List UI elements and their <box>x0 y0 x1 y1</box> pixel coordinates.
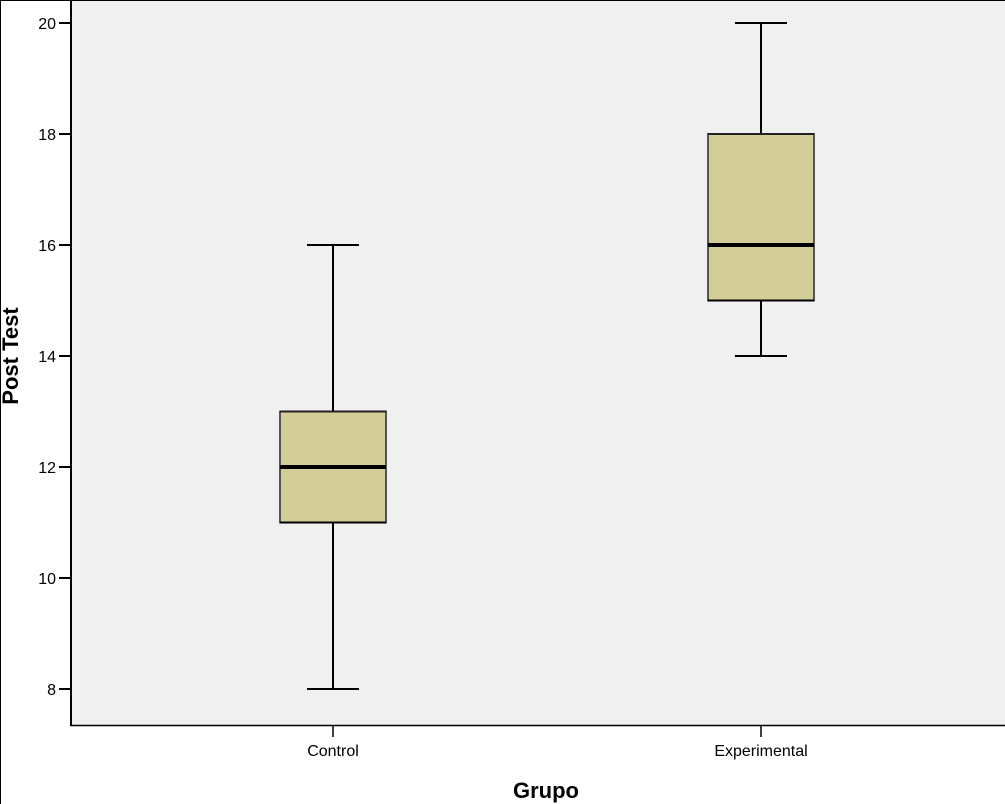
iqr-box <box>707 133 815 302</box>
x-axis-ticks: Control Experimental <box>307 726 808 760</box>
boxes <box>279 22 815 690</box>
x-tick-label-control: Control <box>307 743 359 760</box>
y-tick-label: 14 <box>38 349 56 366</box>
box-experimental <box>707 22 815 357</box>
plot-area <box>71 1 1005 725</box>
y-tick-label: 18 <box>38 127 56 144</box>
y-tick-label: 20 <box>38 16 56 33</box>
y-axis-ticks: 8 10 12 14 16 18 20 <box>38 16 71 699</box>
x-axis-title: Grupo <box>513 778 579 803</box>
x-tick-label-experimental: Experimental <box>714 743 807 760</box>
y-tick-label: 12 <box>38 460 56 477</box>
y-tick-label: 10 <box>38 571 56 588</box>
y-tick-label: 8 <box>47 682 56 699</box>
y-tick-label: 16 <box>38 238 56 255</box>
box-control <box>279 244 387 690</box>
y-axis-title: Post Test <box>0 307 23 405</box>
